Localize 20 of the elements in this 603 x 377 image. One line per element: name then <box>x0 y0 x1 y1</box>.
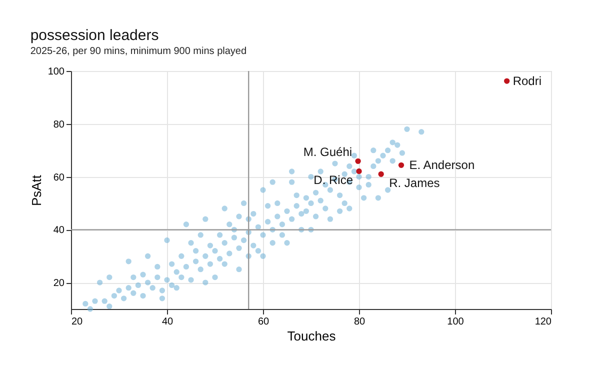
x-tick-label: 60 <box>258 316 270 328</box>
annotation: M. Guéhi <box>303 145 352 160</box>
x-axis-title: Touches <box>287 328 336 344</box>
annotation: D. Rice <box>314 173 354 188</box>
annotation: Rodri <box>512 74 542 88</box>
x-tick-label: 120 <box>534 316 552 328</box>
y-tick-label: 60 <box>53 172 65 184</box>
y-tick-label: 20 <box>53 278 65 290</box>
y-tick-label: 80 <box>53 119 65 130</box>
annotation: E. Anderson <box>409 158 475 172</box>
x-tick-label: 80 <box>354 316 366 328</box>
annotation: R. James <box>389 176 440 190</box>
y-tick-label: 100 <box>48 66 65 78</box>
chart-title: possession leaders <box>30 27 159 44</box>
x-tick-label: 40 <box>162 316 174 328</box>
x-tick-label: 20 <box>72 316 84 328</box>
y-axis-title: PsAtt <box>28 174 44 206</box>
x-tick-label: 100 <box>447 316 464 328</box>
chart-subtitle: 2025-26, per 90 mins, minimum 900 mins played <box>30 46 247 57</box>
y-tick-label: 40 <box>53 225 65 236</box>
